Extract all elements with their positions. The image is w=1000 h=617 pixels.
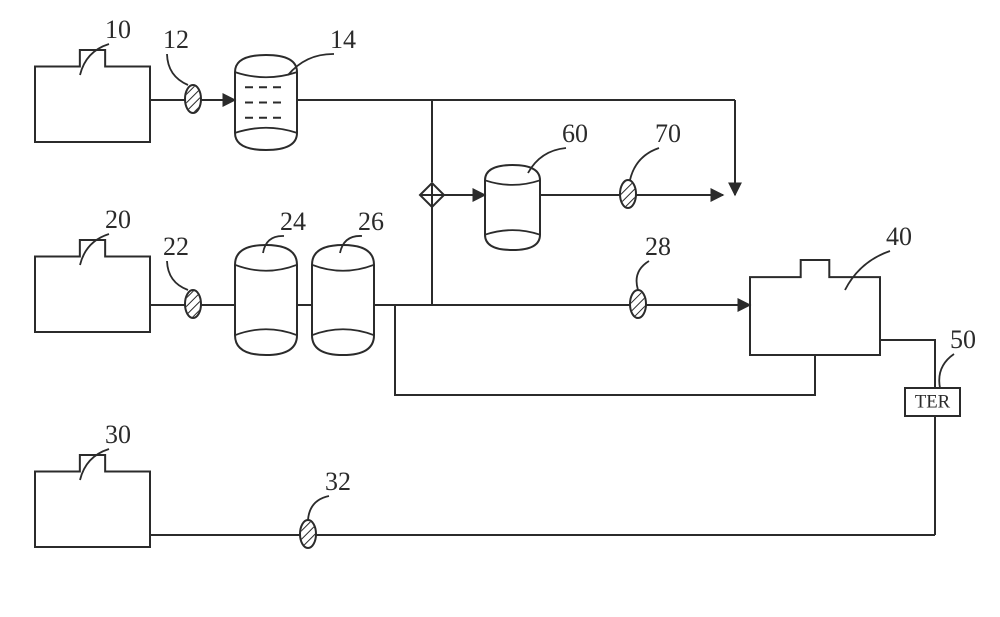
label-10-text: 10 xyxy=(105,15,131,44)
label-32: 32 xyxy=(308,467,351,520)
label-70-text: 70 xyxy=(655,119,681,148)
label-60: 60 xyxy=(528,119,588,173)
label-50-text: 50 xyxy=(950,325,976,354)
node-valve70 xyxy=(620,180,636,208)
labels-layer: 10 12 14 20 22 24 26 28 30 32 40 50 60 70 xyxy=(80,15,976,520)
label-26-text: 26 xyxy=(358,207,384,236)
label-40-text: 40 xyxy=(886,222,912,251)
label-14: 14 xyxy=(288,25,356,75)
label-20-text: 20 xyxy=(105,205,131,234)
node-valve28 xyxy=(630,290,646,318)
node-vessel14 xyxy=(235,55,297,150)
node-junction xyxy=(420,183,444,207)
pipe-p40-50 xyxy=(880,340,935,388)
label-50: 50 xyxy=(939,325,976,388)
label-24: 24 xyxy=(263,207,306,253)
node-tank10 xyxy=(35,50,150,142)
node-valve22 xyxy=(185,290,201,318)
node-tank20 xyxy=(35,240,150,332)
label-24-text: 24 xyxy=(280,207,306,236)
label-32-text: 32 xyxy=(325,467,351,496)
label-22: 22 xyxy=(163,232,189,290)
pipes-layer xyxy=(150,100,935,535)
pipe-p40-down-left xyxy=(395,305,815,395)
label-14-text: 14 xyxy=(330,25,356,54)
label-30-text: 30 xyxy=(105,420,131,449)
diagram-svg: TER 10 12 14 20 22 24 26 28 30 32 40 50 60 70 xyxy=(0,0,1000,617)
nodes-layer: TER xyxy=(35,50,960,548)
diagram-canvas: TER 10 12 14 20 22 24 26 28 30 32 40 50 60 70 xyxy=(0,0,1000,617)
label-12: 12 xyxy=(163,25,189,85)
node-box50: TER xyxy=(905,388,960,416)
node-tank40 xyxy=(750,260,880,355)
node-valve12 xyxy=(185,85,201,113)
node-vessel26 xyxy=(312,245,374,355)
node-vessel60 xyxy=(485,165,540,250)
label-26: 26 xyxy=(340,207,384,253)
label-22-text: 22 xyxy=(163,232,189,261)
label-28: 28 xyxy=(637,232,671,290)
label-60-text: 60 xyxy=(562,119,588,148)
node-tank30 xyxy=(35,455,150,547)
label-12-text: 12 xyxy=(163,25,189,54)
label-28-text: 28 xyxy=(645,232,671,261)
label-70: 70 xyxy=(630,119,681,180)
node-valve32 xyxy=(300,520,316,548)
node-vessel24 xyxy=(235,245,297,355)
label-40: 40 xyxy=(845,222,912,290)
node-box50-text: TER xyxy=(915,392,951,413)
